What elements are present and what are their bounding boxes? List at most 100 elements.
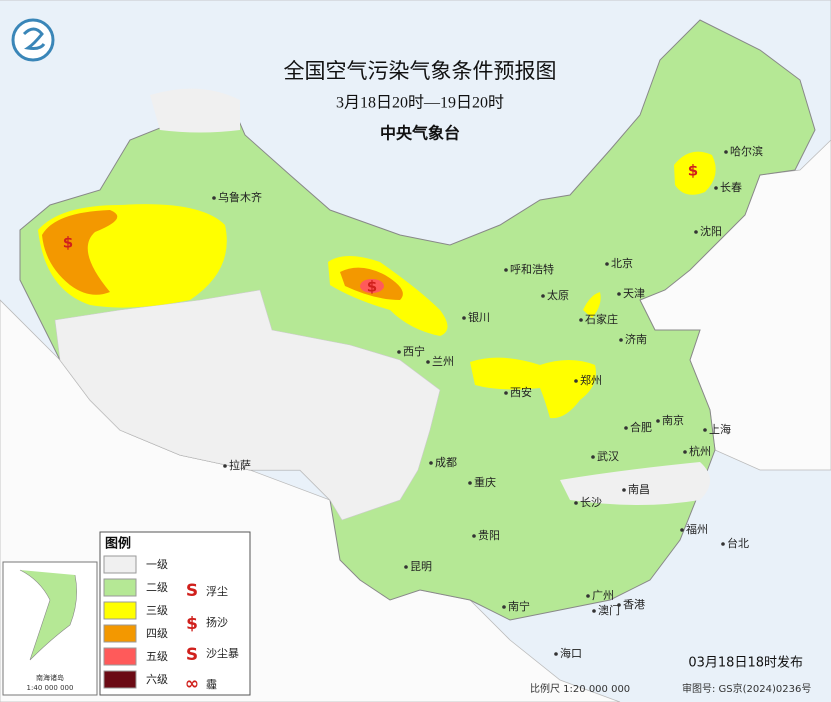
city-dot <box>617 292 621 296</box>
symbol-icon: $ <box>186 614 198 634</box>
city-label: 海口 <box>560 646 582 660</box>
city-dot <box>574 379 578 383</box>
city-label: 福州 <box>686 522 708 536</box>
symbol-icon: ∞ <box>185 674 199 694</box>
logo <box>11 18 55 62</box>
city-label: 北京 <box>611 256 633 270</box>
dust-symbol: $ <box>367 278 377 296</box>
inset-title: 南海诸岛 <box>36 673 64 682</box>
level1-north <box>150 88 240 133</box>
city-label: 广州 <box>592 589 614 602</box>
city-label: 武汉 <box>597 450 619 463</box>
city-dot <box>223 464 227 468</box>
legend-swatch <box>103 670 137 689</box>
city-label: 贵阳 <box>478 529 500 542</box>
city-label: 成都 <box>435 456 457 469</box>
city-dot <box>683 450 687 454</box>
city-dot <box>624 426 628 430</box>
city-label: 西安 <box>510 385 532 399</box>
city-dot <box>554 652 558 656</box>
city-dot <box>579 318 583 322</box>
city-dot <box>404 565 408 569</box>
city-label: 拉萨 <box>229 458 251 472</box>
city-dot <box>656 419 660 423</box>
city-dot <box>429 461 433 465</box>
inset-scale: 1:40 000 000 <box>27 684 74 692</box>
level3-northeast <box>674 151 716 195</box>
city-dot <box>504 268 508 272</box>
city-label: 南京 <box>662 413 684 427</box>
legend-symbol: 霾 <box>206 678 217 691</box>
city-dot <box>591 455 595 459</box>
city-dot <box>468 481 472 485</box>
city-label: 银川 <box>468 310 490 324</box>
city-dot <box>212 196 216 200</box>
level5-hexi <box>360 279 384 293</box>
symbol-icon: S <box>186 581 198 601</box>
city-dot <box>714 186 718 190</box>
title: 全国空气污染气象条件预报图 <box>284 59 557 83</box>
level4-xinjiang <box>42 210 118 295</box>
city-dot <box>592 609 596 613</box>
city-dot <box>472 534 476 538</box>
city-dot <box>622 488 626 492</box>
level1-west <box>54 289 441 521</box>
city-dot <box>586 594 590 598</box>
city-dot <box>462 316 466 320</box>
legend-swatch <box>103 601 137 620</box>
city-label: 太原 <box>547 289 569 302</box>
legend-symbol: 沙尘暴 <box>206 647 239 660</box>
level3-central <box>470 357 596 419</box>
city-label: 石家庄 <box>585 312 618 326</box>
city-label: 澳门 <box>598 603 620 617</box>
city-label: 济南 <box>625 332 647 346</box>
scale: 比例尺 1:20 000 000 <box>530 682 630 695</box>
city-dot <box>694 230 698 234</box>
city-label: 天津 <box>623 287 645 300</box>
city-label: 呼和浩特 <box>510 262 554 276</box>
city-label: 沈阳 <box>700 224 722 238</box>
city-dot <box>426 360 430 364</box>
dust-symbol: $ <box>688 162 698 180</box>
city-dot <box>724 150 728 154</box>
city-dot <box>680 528 684 532</box>
legend-level: 三级 <box>146 604 168 617</box>
city-label: 南宁 <box>508 599 530 613</box>
legend-level: 五级 <box>146 650 168 663</box>
legend-swatch <box>103 578 137 597</box>
city-dot <box>502 605 506 609</box>
legend-level: 一级 <box>146 558 168 571</box>
city-dot <box>617 603 621 607</box>
legend-symbol: 扬沙 <box>206 615 228 629</box>
city-label: 香港 <box>623 598 645 611</box>
city-dot <box>605 262 609 266</box>
symbol-icon: S <box>186 645 198 665</box>
city-label: 台北 <box>727 536 749 550</box>
city-dot <box>703 428 707 432</box>
dust-symbol: $ <box>63 234 73 252</box>
legend-swatch <box>103 647 137 666</box>
logo-mark <box>22 27 46 50</box>
city-label: 南昌 <box>628 483 650 496</box>
city-label: 杭州 <box>689 444 711 458</box>
subtitle: 3月18日20时—19日20时 <box>336 94 504 112</box>
city-dot <box>721 542 725 546</box>
city-label: 郑州 <box>580 373 602 387</box>
legend-swatch <box>103 555 137 574</box>
city-label: 合肥 <box>630 420 652 434</box>
city-dot <box>397 350 401 354</box>
inset-land <box>19 569 77 661</box>
city-label: 乌鲁木齐 <box>218 190 262 204</box>
legend-level: 二级 <box>146 581 168 594</box>
city-dot <box>619 338 623 342</box>
city-dot <box>541 294 545 298</box>
city-label: 长沙 <box>580 496 602 509</box>
legend-title: 图例 <box>105 536 131 552</box>
city-label: 上海 <box>709 422 731 436</box>
legend-symbol: 浮尘 <box>206 585 228 598</box>
city-dot <box>504 391 508 395</box>
